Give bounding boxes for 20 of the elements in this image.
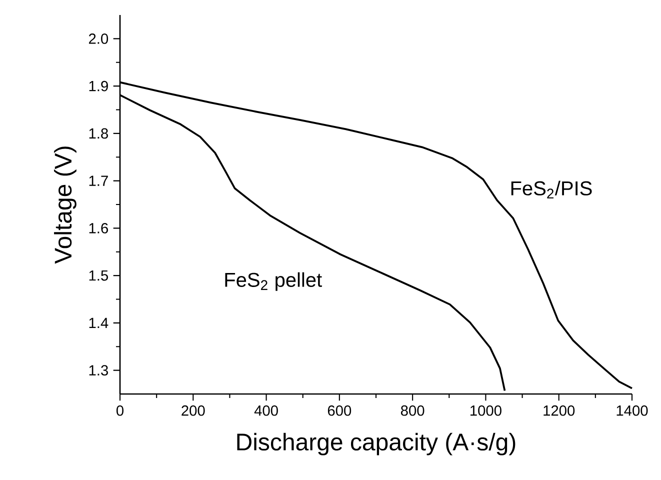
y-tick-label: 1.9 xyxy=(89,80,108,92)
y-tick-label: 2.0 xyxy=(88,34,108,44)
x-tick-label: 800 xyxy=(400,405,424,416)
series-label: FeS$_{2}$ pellet xyxy=(225,272,322,291)
x-tick-label: 1200 xyxy=(544,405,575,416)
x-axis-title: Discharge capacity (A·s/g) xyxy=(237,432,516,456)
y-tick-label: 1.5 xyxy=(89,270,108,281)
y-tick-label: 1.7 xyxy=(89,176,108,186)
x-tick-label: 1000 xyxy=(470,405,502,416)
x-tick-label: 600 xyxy=(328,405,352,416)
x-tick-label: 1400 xyxy=(616,405,648,416)
x-tick-label: 400 xyxy=(254,405,278,416)
series-label: FeS$_{2}$/PIS xyxy=(511,180,592,198)
x-tick-label: 0 xyxy=(116,405,124,416)
y-tick-label: 1.4 xyxy=(89,318,108,328)
y-tick-label: 1.3 xyxy=(89,365,108,376)
y-tick-label: 1.8 xyxy=(89,128,108,139)
y-tick-label: 1.6 xyxy=(89,223,108,234)
x-tick-label: 200 xyxy=(182,405,205,416)
y-axis-title: Voltage (V) xyxy=(54,146,76,264)
